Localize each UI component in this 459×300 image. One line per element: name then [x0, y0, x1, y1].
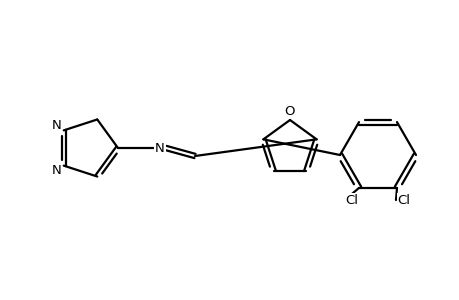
Text: N: N: [155, 142, 164, 154]
Text: O: O: [284, 104, 295, 118]
Text: Cl: Cl: [397, 194, 409, 206]
Text: N: N: [51, 118, 61, 132]
Text: N: N: [51, 164, 61, 177]
Text: Cl: Cl: [345, 194, 358, 206]
